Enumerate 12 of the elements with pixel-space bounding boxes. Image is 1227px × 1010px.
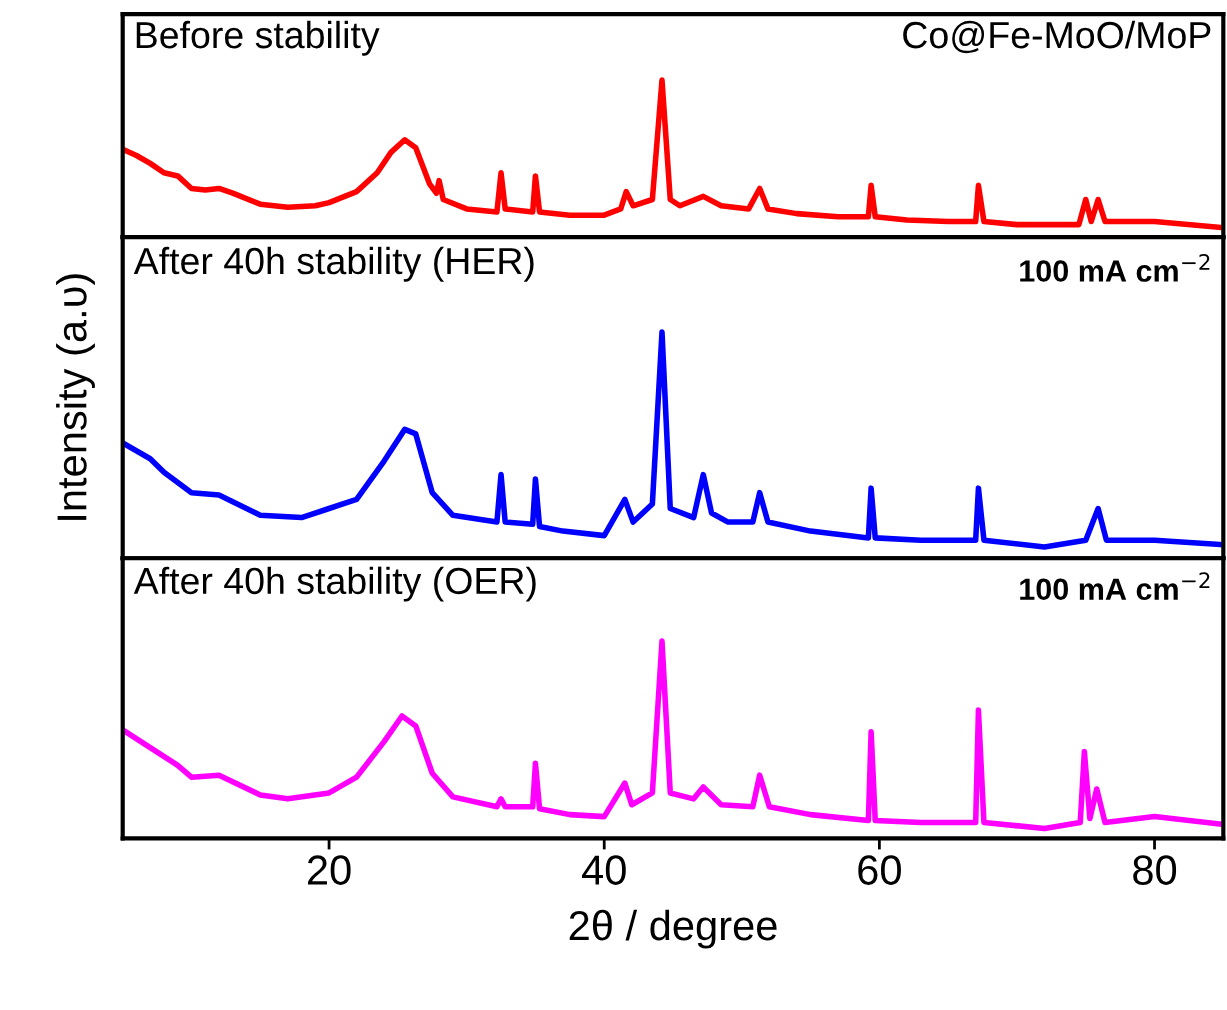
text: 100 mA cm$^{−2}$ xyxy=(1020,572,1210,601)
text: After 40h stability (HER) xyxy=(133,246,534,282)
x-tick-label: 20 xyxy=(307,855,351,885)
x-axis-title: 2θ / degree xyxy=(569,909,777,949)
text: Before stability xyxy=(136,20,380,56)
text: 100 mA cm$^{−2}$ xyxy=(1020,254,1210,282)
x-tick-label: 40 xyxy=(582,855,626,885)
y-axis-title: Intensity (a.υ) xyxy=(56,274,95,520)
text: After 40h stability (OER) xyxy=(133,566,536,602)
x-tick-label: 80 xyxy=(1133,855,1177,885)
x-tick-label: 60 xyxy=(858,855,901,885)
text: Co@Fe-MoO/MoP xyxy=(903,20,1211,54)
